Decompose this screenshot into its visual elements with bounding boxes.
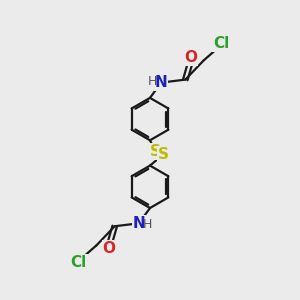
Text: N: N [155, 75, 168, 90]
Text: S: S [158, 147, 169, 162]
Text: Cl: Cl [70, 255, 87, 270]
Text: S: S [150, 144, 161, 159]
Text: O: O [102, 241, 115, 256]
Text: Cl: Cl [213, 36, 230, 51]
Text: O: O [185, 50, 198, 65]
Text: H: H [143, 218, 152, 231]
Text: N: N [132, 216, 145, 231]
Text: H: H [148, 75, 157, 88]
